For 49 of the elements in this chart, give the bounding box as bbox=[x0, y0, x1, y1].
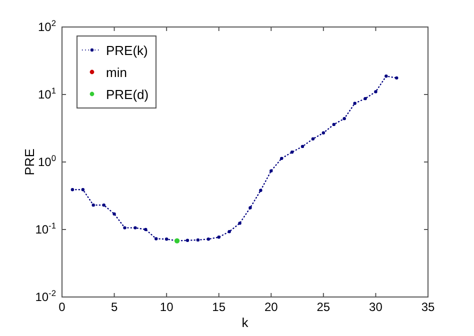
point bbox=[290, 150, 294, 154]
x-tick-label: 10 bbox=[160, 300, 174, 314]
point bbox=[164, 238, 168, 241]
point bbox=[238, 222, 242, 225]
x-tick-label: 35 bbox=[421, 300, 435, 314]
point bbox=[395, 76, 398, 80]
point bbox=[70, 188, 74, 192]
x-tick-label: 15 bbox=[212, 300, 226, 314]
point bbox=[81, 188, 85, 192]
point bbox=[186, 238, 190, 242]
point bbox=[332, 122, 336, 126]
point bbox=[123, 226, 126, 230]
legend-label: PRE(d) bbox=[106, 87, 149, 102]
point bbox=[353, 102, 356, 105]
point bbox=[217, 236, 220, 239]
point bbox=[270, 169, 273, 172]
point bbox=[206, 238, 210, 241]
x-tick-label: 20 bbox=[264, 300, 278, 314]
legend-label: PRE(k) bbox=[106, 43, 148, 58]
x-tick-label: 5 bbox=[110, 300, 118, 314]
point bbox=[134, 226, 137, 230]
y-tick-label: 10$^{0}$ bbox=[38, 153, 56, 169]
point bbox=[259, 188, 262, 192]
point bbox=[92, 203, 95, 207]
point bbox=[322, 131, 326, 134]
point bbox=[364, 96, 367, 100]
point bbox=[248, 206, 252, 210]
y-axis-title: PRE bbox=[22, 148, 37, 176]
point bbox=[300, 144, 304, 148]
point bbox=[280, 156, 284, 160]
point bbox=[228, 230, 231, 234]
x-tick-label: 0 bbox=[58, 300, 66, 314]
point bbox=[112, 212, 116, 216]
point bbox=[144, 228, 148, 232]
y-tick-label: 10$^{-2}$ bbox=[35, 288, 56, 304]
x-axis-title: k bbox=[242, 315, 249, 330]
y-tick-label: 10$^{2}$ bbox=[38, 18, 56, 34]
point bbox=[374, 90, 378, 94]
x-tick-label: 25 bbox=[316, 300, 330, 314]
point bbox=[196, 238, 200, 242]
legend-label: min bbox=[106, 65, 127, 80]
point bbox=[102, 203, 106, 207]
point bbox=[154, 237, 158, 240]
y-tick-label: 10$^{-1}$ bbox=[35, 220, 56, 236]
x-tick-label: 30 bbox=[369, 300, 383, 314]
point bbox=[384, 74, 388, 78]
y-tick-label: 10$^{1}$ bbox=[38, 86, 56, 102]
point bbox=[342, 116, 346, 120]
point bbox=[311, 137, 315, 140]
